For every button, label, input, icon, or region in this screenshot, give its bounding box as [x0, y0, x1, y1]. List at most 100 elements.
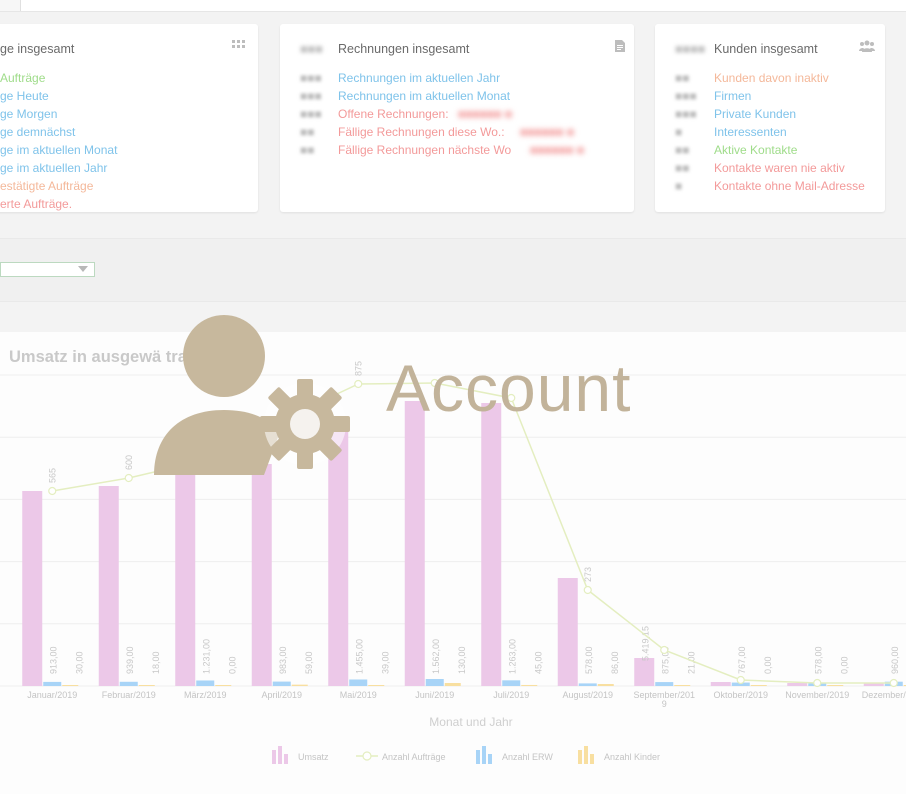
- blurred-count: ■■■: [675, 89, 697, 103]
- x-tick-label: Juli/2019: [493, 690, 529, 700]
- orders-point: [736, 675, 745, 685]
- orders-point: [660, 645, 669, 655]
- invoices-summary-card: ■■■ Rechnungen insgesamt ■■■ Rechnungen i…: [280, 24, 634, 212]
- erw-bar: [349, 679, 368, 686]
- x-tick-label: November/2019: [785, 690, 849, 700]
- legend-swatch: [278, 746, 282, 764]
- orders-summary-card: ge insgesamt Aufträge ge Heute ge Morgen…: [0, 24, 258, 212]
- x-tick-label: Juni/2019: [415, 690, 454, 700]
- x-tick-label: Oktober/2019: [713, 690, 768, 700]
- orders-point: [889, 678, 898, 688]
- umsatz-bar: [710, 682, 731, 686]
- umsatz-value-label: 5.419,15: [640, 626, 650, 661]
- blurred-amount: ■■■■■■ ■: [530, 143, 585, 157]
- erw-bar: [196, 680, 215, 686]
- legend-swatch: [272, 750, 276, 764]
- orders-point: [124, 473, 133, 483]
- legend-swatch: [476, 750, 480, 764]
- list-item-label: ge Morgen: [0, 107, 58, 121]
- kinder-bar: [521, 684, 538, 686]
- period-select[interactable]: [0, 262, 95, 277]
- list-item-label: Interessenten: [714, 125, 787, 139]
- blurred-count: ■■■: [300, 89, 322, 103]
- list-item[interactable]: ■■ Aktive Kontakte: [675, 141, 885, 159]
- kinder-bar: [827, 685, 844, 686]
- tab-stub[interactable]: [0, 0, 21, 11]
- customers-summary-card: ■■■■ Kunden insgesamt ■■ Kunden davon ina…: [655, 24, 885, 212]
- list-item[interactable]: ■■■ Rechnungen im aktuellen Monat: [300, 87, 630, 105]
- legend-label: Anzahl Aufträge: [382, 752, 446, 762]
- card-count-blurred: ■■■: [300, 42, 323, 56]
- erw-value-label: 578,00: [813, 646, 823, 674]
- blurred-amount: ■■■■■■ ■: [458, 107, 513, 121]
- erw-bar: [502, 680, 521, 686]
- umsatz-bar: [404, 401, 425, 686]
- list-item-label: Fällige Rechnungen diese Wo.:: [338, 125, 505, 139]
- erw-value-label: 913,00: [48, 646, 58, 674]
- blurred-count: ■■■: [675, 107, 697, 121]
- list-item[interactable]: ■■ Kontakte waren nie aktiv: [675, 159, 885, 177]
- erw-value-label: 1.263,00: [507, 639, 517, 674]
- chart-title: Umsatz in ausgewä traum: [9, 348, 212, 366]
- list-item-label: estätigte Aufträge: [0, 179, 94, 193]
- list-item[interactable]: ■■■ Private Kunden: [675, 105, 885, 123]
- x-tick-label: Februar/2019: [102, 690, 156, 700]
- chevron-down-icon: [78, 266, 88, 272]
- list-item[interactable]: ■■ Fällige Rechnungen diese Wo.: ■■■■■■ ■: [300, 123, 630, 141]
- orders-point: [277, 415, 286, 425]
- list-item[interactable]: ■ Interessenten: [675, 123, 885, 141]
- erw-bar: [578, 683, 597, 686]
- list-item[interactable]: ■■■ Offene Rechnungen: ■■■■■■ ■: [300, 105, 630, 123]
- card-title: Kunden insgesamt: [714, 42, 818, 56]
- x-tick-label: 9: [662, 699, 667, 709]
- list-item[interactable]: ■■■ Firmen: [675, 87, 885, 105]
- filter-section: [0, 238, 906, 302]
- kinder-value-label: 0,00: [227, 656, 237, 674]
- top-tab-bar: [0, 0, 906, 12]
- invoices-list: ■■■ Rechnungen im aktuellen Jahr ■■■ Rechn…: [300, 69, 630, 159]
- umsatz-bar: [98, 486, 119, 686]
- orders-value-label: 600: [124, 455, 134, 470]
- erw-bar: [119, 681, 138, 686]
- x-tick-label: Dezember/2019: [862, 690, 906, 700]
- erw-value-label: 960,00: [890, 646, 900, 674]
- legend-swatch: [590, 754, 594, 764]
- list-item-label: Kunden davon inaktiv: [714, 71, 829, 85]
- list-item[interactable]: ■ Kontakte ohne Mail-Adresse: [675, 177, 885, 195]
- list-item[interactable]: ■■ Fällige Rechnungen nächste Wo ■■■■■■ ■: [300, 141, 630, 159]
- kinder-bar: [62, 685, 79, 686]
- card-title: ge insgesamt: [0, 42, 75, 56]
- kinder-value-label: 39,00: [380, 651, 390, 674]
- document-icon: [615, 40, 625, 55]
- umsatz-bar: [175, 471, 196, 686]
- list-item[interactable]: ■■ Kunden davon inaktiv: [675, 69, 885, 87]
- blurred-amount: ■■■■■■ ■: [520, 125, 575, 139]
- kinder-bar: [138, 685, 155, 686]
- kinder-value-label: 21,00: [686, 651, 696, 674]
- blurred-count: ■■■: [300, 71, 322, 85]
- list-item-label: ge im aktuellen Monat: [0, 143, 118, 157]
- orders-value-label: 875: [353, 361, 363, 376]
- kinder-bar: [444, 683, 461, 686]
- list-item-label: Private Kunden: [714, 107, 797, 121]
- list-item-label: ge demnächst: [0, 125, 76, 139]
- list-item-label: ge im aktuellen Jahr: [0, 161, 108, 175]
- kinder-bar: [291, 684, 308, 686]
- x-tick-label: Mai/2019: [340, 690, 377, 700]
- erw-value-label: 1.231,00: [201, 639, 211, 674]
- list-item-label: Rechnungen im aktuellen Jahr: [338, 71, 501, 85]
- orders-value-label: 565: [47, 468, 57, 483]
- erw-value-label: 767,00: [737, 646, 747, 674]
- kinder-value-label: 86,00: [610, 651, 620, 674]
- orders-point: [201, 455, 210, 465]
- card-count-blurred: ■■■■: [675, 42, 706, 56]
- erw-value-label: 983,00: [278, 646, 288, 674]
- list-item-label: Offene Rechnungen:: [338, 107, 449, 121]
- customers-list: ■■ Kunden davon inaktiv ■■■ Firmen ■■■ Priv…: [675, 69, 885, 195]
- umsatz-bar: [22, 491, 43, 686]
- list-item[interactable]: ■■■ Rechnungen im aktuellen Jahr: [300, 69, 630, 87]
- erw-value-label: 939,00: [125, 646, 135, 674]
- kinder-bar: [368, 685, 385, 686]
- orders-point: [507, 393, 516, 403]
